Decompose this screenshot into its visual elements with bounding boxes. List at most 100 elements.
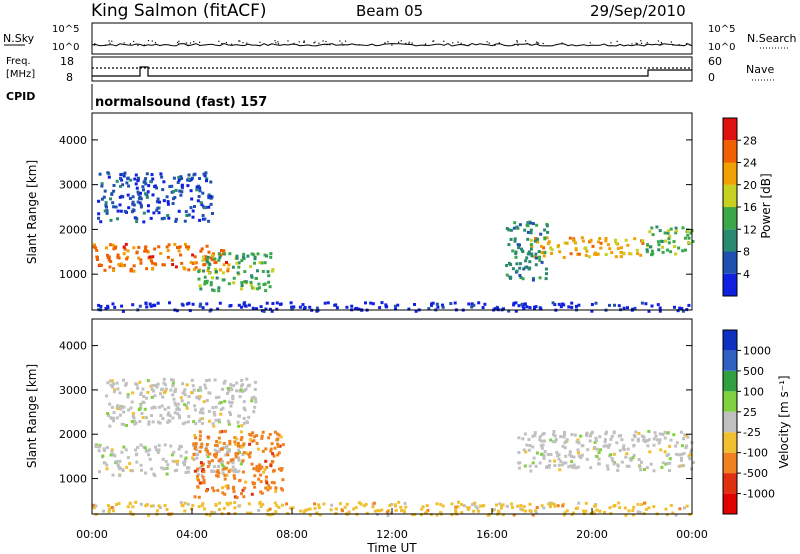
power-cell bbox=[205, 281, 209, 285]
velocity-cell bbox=[616, 468, 620, 472]
power-cell bbox=[232, 281, 236, 285]
velocity-cell bbox=[689, 451, 693, 454]
velocity-cell bbox=[260, 436, 264, 440]
power-cell bbox=[264, 307, 268, 311]
power-cell bbox=[155, 200, 159, 204]
velocity-cell bbox=[192, 453, 196, 456]
nsearch-point bbox=[277, 41, 279, 43]
power-colorbar-tick-label: 24 bbox=[743, 157, 757, 170]
velocity-cell bbox=[105, 446, 109, 450]
date-label: 29/Sep/2010 bbox=[590, 2, 686, 20]
velocity-cell bbox=[207, 436, 211, 440]
velocity-cell bbox=[636, 510, 640, 514]
velocity-cell bbox=[661, 461, 665, 465]
power-cell bbox=[198, 284, 202, 288]
power-cell bbox=[138, 195, 142, 199]
power-cell bbox=[240, 259, 244, 263]
velocity-cell bbox=[330, 503, 334, 507]
velocity-cell bbox=[399, 505, 403, 509]
nsearch-point bbox=[238, 40, 240, 42]
nsearch-point bbox=[193, 41, 195, 43]
velocity-panel-frame bbox=[91, 318, 693, 515]
velocity-cell bbox=[199, 445, 203, 449]
velocity-y-axis-label: Slant Range [km] bbox=[25, 364, 39, 468]
velocity-cell bbox=[642, 435, 646, 439]
power-cell bbox=[152, 211, 156, 215]
power-cell bbox=[105, 209, 109, 213]
velocity-cell bbox=[178, 414, 181, 418]
velocity-cell bbox=[236, 441, 240, 445]
power-cell bbox=[119, 176, 122, 180]
nsearch-point bbox=[384, 42, 386, 44]
velocity-cell bbox=[146, 390, 150, 394]
power-cell bbox=[227, 263, 231, 267]
power-cell bbox=[531, 222, 535, 226]
power-cell bbox=[254, 277, 258, 280]
velocity-cell bbox=[118, 391, 122, 395]
power-cell bbox=[205, 260, 209, 264]
velocity-cell bbox=[317, 503, 321, 507]
velocity-cell bbox=[611, 459, 615, 463]
velocity-cell bbox=[546, 452, 550, 456]
velocity-cell bbox=[528, 464, 532, 468]
power-cell bbox=[264, 289, 268, 293]
power-cell bbox=[205, 244, 209, 248]
power-cell bbox=[529, 228, 533, 232]
power-cell bbox=[95, 255, 99, 259]
velocity-cell bbox=[156, 382, 160, 386]
power-cell bbox=[629, 252, 633, 256]
power-cell bbox=[203, 174, 207, 178]
velocity-cell bbox=[187, 470, 190, 474]
velocity-cell bbox=[264, 447, 268, 451]
power-colorbar-swatch bbox=[723, 162, 737, 185]
velocity-cell bbox=[260, 491, 264, 495]
power-cell bbox=[530, 244, 534, 248]
noise-strip-frame bbox=[91, 22, 693, 55]
power-cell bbox=[512, 303, 516, 307]
velocity-cell bbox=[147, 453, 151, 457]
velocity-cell bbox=[241, 488, 245, 492]
velocity-cell bbox=[113, 388, 117, 392]
power-cell bbox=[384, 305, 388, 309]
velocity-cell bbox=[270, 460, 274, 463]
velocity-cell bbox=[211, 486, 215, 490]
velocity-cell bbox=[264, 459, 268, 463]
power-cell bbox=[619, 251, 623, 254]
nsearch-point bbox=[631, 43, 633, 45]
power-cell bbox=[235, 256, 239, 260]
nsearch-point bbox=[242, 42, 244, 44]
nsearch-point bbox=[133, 40, 135, 43]
power-cell bbox=[308, 305, 312, 309]
power-cell bbox=[107, 175, 111, 179]
velocity-cell bbox=[244, 480, 248, 484]
velocity-cell bbox=[244, 451, 248, 455]
velocity-cell bbox=[105, 463, 109, 467]
power-cell bbox=[203, 282, 207, 286]
velocity-cell bbox=[228, 439, 232, 443]
velocity-cell bbox=[194, 445, 198, 449]
velocity-cell bbox=[233, 495, 237, 499]
velocity-cell bbox=[553, 439, 557, 443]
velocity-cell bbox=[222, 506, 226, 510]
power-cell bbox=[562, 256, 566, 259]
velocity-cell bbox=[531, 445, 535, 449]
velocity-cell bbox=[540, 439, 543, 443]
velocity-colorbar-swatch bbox=[723, 350, 737, 371]
nsearch-point bbox=[326, 43, 328, 45]
velocity-cell bbox=[649, 462, 653, 466]
velocity-cell bbox=[169, 513, 173, 517]
power-cell bbox=[656, 303, 660, 307]
velocity-cell bbox=[562, 461, 566, 465]
velocity-cell bbox=[193, 404, 197, 408]
velocity-cell bbox=[118, 474, 122, 478]
nsearch-point bbox=[187, 44, 189, 46]
power-cell bbox=[240, 305, 243, 309]
power-cell bbox=[687, 236, 691, 240]
velocity-cell bbox=[156, 451, 160, 454]
velocity-cell bbox=[101, 454, 105, 458]
power-cell bbox=[187, 213, 191, 217]
power-cell bbox=[118, 195, 122, 199]
velocity-cell bbox=[163, 383, 167, 387]
velocity-cell bbox=[647, 429, 651, 433]
velocity-cell bbox=[208, 419, 211, 423]
